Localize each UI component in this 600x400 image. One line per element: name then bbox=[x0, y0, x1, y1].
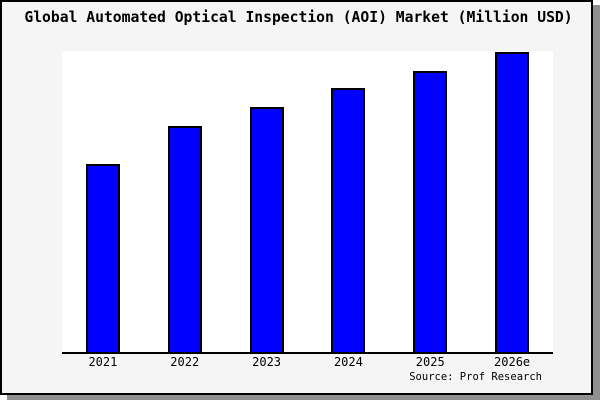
bar-2022 bbox=[167, 126, 202, 352]
x-tick-label-2025: 2025 bbox=[415, 355, 445, 369]
chart-frame: Global Automated Optical Inspection (AOI… bbox=[0, 0, 593, 395]
source-attribution: Source: Prof Research bbox=[409, 371, 542, 383]
x-tick-label-2022: 2022 bbox=[170, 355, 200, 369]
x-tick-label-2023: 2023 bbox=[252, 355, 282, 369]
x-tick-label-2024: 2024 bbox=[333, 355, 363, 369]
chart-title: Global Automated Optical Inspection (AOI… bbox=[24, 9, 573, 26]
x-tick-label-2021: 2021 bbox=[88, 355, 118, 369]
bar-2026e bbox=[495, 52, 530, 352]
bar-2021 bbox=[85, 164, 120, 352]
bar-2024 bbox=[331, 88, 366, 352]
bar-2023 bbox=[249, 107, 284, 352]
plot-area bbox=[62, 51, 553, 354]
bar-2025 bbox=[413, 71, 448, 352]
x-tick-label-2026e: 2026e bbox=[494, 355, 531, 369]
